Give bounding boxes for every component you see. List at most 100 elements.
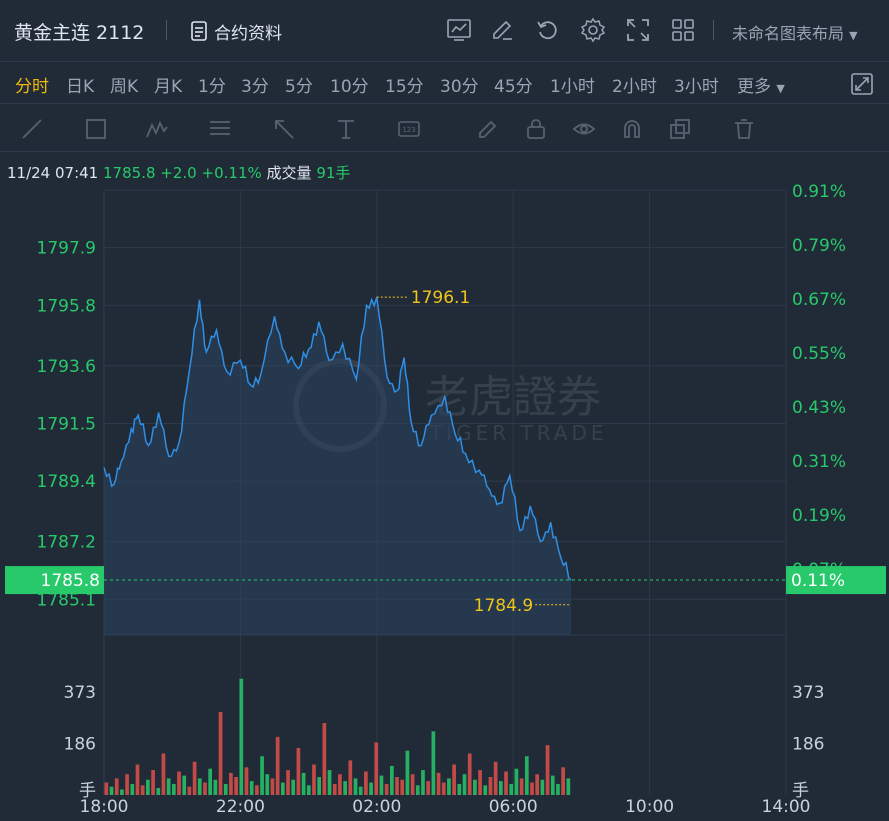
volume-bar [255,785,259,795]
volume-bar [260,756,264,795]
pct-tick-label: 0.19% [792,506,846,526]
eye-icon[interactable] [572,117,596,141]
volume-unit-label: 手 [792,781,809,801]
price-tick-label: 1785.1 [37,590,96,610]
period-tab[interactable]: 5分 [285,77,313,97]
period-tab[interactable]: 1分 [198,77,226,97]
quote-price: 1785.8 [103,164,156,182]
layout-menu[interactable]: 未命名图表布局 ▼ [732,20,858,44]
layout-menu-label: 未命名图表布局 [732,24,845,43]
volume-bar [379,775,384,795]
trash-icon[interactable] [732,117,756,141]
pct-tick-label: 0.67% [792,290,846,310]
volume-bar [462,774,467,795]
volume-bar [197,778,202,795]
grid-layout-icon[interactable] [670,17,696,43]
quote-change: +2.0 [160,164,197,182]
document-icon [191,21,207,41]
volume-bar [249,781,254,795]
volume-bar [296,747,301,795]
magnet-icon[interactable] [620,117,644,141]
period-tab[interactable]: 45分 [494,77,533,97]
lock-icon[interactable] [524,117,548,141]
current-price-badge [5,566,104,595]
period-tab[interactable]: 3分 [241,77,269,97]
period-tab[interactable]: 分时 [15,77,49,97]
line-tool-icon[interactable] [20,117,44,141]
volume-bar [130,783,135,795]
volume-bar [405,750,410,795]
arrow-tool-icon[interactable] [272,117,296,141]
volume-bar [171,783,176,795]
x-tick-label: 06:00 [489,797,538,817]
volume-bar [364,771,368,795]
pct-tick-label: 0.31% [792,452,846,472]
edit-icon[interactable] [490,17,516,43]
volume-bar [140,785,145,795]
more-periods-button[interactable]: 更多 ▼ [737,72,785,97]
period-tab[interactable]: 日K [66,77,95,97]
period-tab[interactable]: 30分 [440,77,479,97]
volume-bar [493,761,498,795]
period-tab[interactable]: 3小时 [674,77,719,97]
x-tick-label: 02:00 [352,797,401,817]
volume-bar [218,711,223,795]
quote-line: 11/24 07:41 1785.8 +2.0 +0.11% 成交量 91手 [7,162,350,183]
copy-icon[interactable] [668,117,692,141]
volume-bar [436,772,441,795]
volume-bar [519,778,524,795]
pattern-tool-icon[interactable] [145,117,169,141]
volume-bar [561,767,565,795]
volume-bar [421,770,425,795]
volume-bar [431,731,436,795]
volume-bar [452,764,456,795]
period-tab[interactable]: 1小时 [550,77,595,97]
volume-bar [343,781,347,795]
volume-bar [550,775,555,795]
fib-tool-icon[interactable] [208,117,232,141]
volume-bar [120,789,124,795]
expand-chart-icon[interactable] [850,72,874,96]
period-tab[interactable]: 15分 [385,77,424,97]
volume-bar [182,775,187,795]
x-tick-label: 10:00 [625,797,674,817]
fullscreen-icon[interactable] [625,17,651,43]
price-tick-label: 1793.6 [37,357,96,377]
text-tool-icon[interactable] [334,117,358,141]
price-tick-label: 1795.8 [37,296,96,316]
low-label: 1784.9 [474,596,533,616]
svg-text:123: 123 [402,126,415,134]
contract-info-button[interactable]: 合约资料 [190,19,282,44]
volume-bar [530,782,534,795]
volume-bar [291,779,296,795]
layout-divider [713,20,714,40]
volume-bar [192,761,197,795]
volume-bar [166,778,171,795]
price-tick-label: 1789.4 [37,472,96,492]
volume-bar [410,774,415,795]
period-tab[interactable]: 10分 [330,77,369,97]
volume-bar [504,771,508,795]
quote-time: 11/24 07:41 [7,164,99,182]
rect-tool-icon[interactable] [84,117,108,141]
period-tab[interactable]: 周K [110,77,139,97]
undo-icon[interactable] [535,17,561,43]
volume-tick-label: 186 [792,735,824,755]
period-tab[interactable]: 2小时 [612,77,657,97]
volume-bar [317,777,322,795]
settings-icon[interactable] [580,17,606,43]
period-tab[interactable]: 月K [154,77,183,97]
volume-bar [348,760,353,795]
chart-line-icon[interactable] [446,17,472,43]
volume-bar [213,779,218,795]
volume-bar [498,781,503,795]
title-bar: 黄金主连 2112 合约资料 未命名图表布局 ▼ [0,0,889,62]
volume-bar [187,786,192,795]
price-label-tool-icon[interactable]: 123 [397,117,421,141]
pen-icon[interactable] [476,117,500,141]
volume-bar [135,764,140,795]
volume-bar [400,779,405,795]
watermark-cn: 老虎證券 [425,372,601,423]
price-area [104,297,572,635]
